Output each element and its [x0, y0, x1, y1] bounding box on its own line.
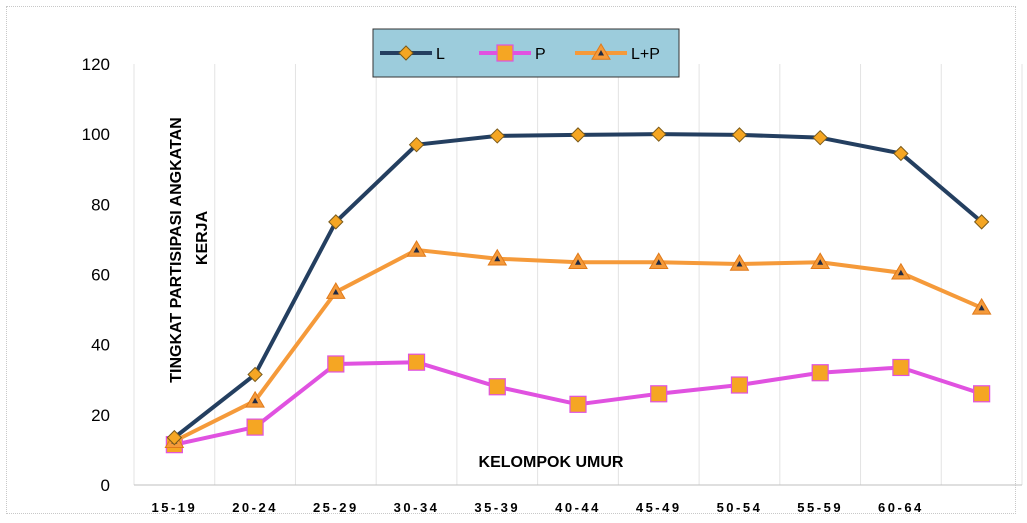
square-marker: [892, 358, 910, 377]
series-layer: [164, 126, 992, 454]
x-tick-label: 55-59: [797, 500, 843, 515]
grid-lines: [133, 64, 1023, 485]
x-tick-label: 25-29: [313, 500, 359, 515]
square-marker: [246, 418, 264, 436]
triangle-marker-core: [252, 397, 259, 404]
diamond-marker: [166, 429, 183, 446]
square-marker: [730, 376, 749, 394]
square-marker: [569, 395, 587, 413]
square-marker: [811, 364, 829, 382]
legend-item: P: [479, 44, 546, 63]
x-tick-label: 45-49: [636, 500, 682, 515]
y-tick-label: 120: [82, 55, 110, 74]
diamond-marker: [731, 127, 748, 143]
x-tick-label: 50-54: [717, 500, 763, 515]
x-tick-label: 40-44: [555, 500, 601, 515]
diamond-marker: [408, 136, 425, 153]
series-p: [165, 353, 991, 454]
series-l-plus-p: [164, 239, 992, 448]
triangle-marker-core: [332, 289, 339, 295]
y-tick-label: 100: [82, 125, 110, 144]
triangle-marker-core: [897, 269, 904, 276]
x-axis-ticks: 15-19 20-24 25-29 30-34 35-39 40-44 45-49 50-54…: [151, 500, 924, 515]
triangle-marker-core: [575, 259, 581, 265]
diamond-marker: [328, 214, 344, 230]
square-marker: [496, 44, 514, 62]
triangle-marker-core: [736, 260, 743, 267]
triangle-marker-core: [413, 246, 420, 253]
legend-item: L+P: [575, 43, 660, 63]
legend-item: L: [380, 45, 445, 63]
x-tick-label: 20-24: [232, 500, 278, 515]
series-l: [166, 126, 990, 446]
legend-label: L: [436, 46, 445, 63]
diamond-marker: [247, 366, 263, 383]
x-axis-title: KELOMPOK UMUR: [479, 454, 624, 471]
y-axis-title-line1: TINGKAT PARTISIPASI ANGKATAN: [168, 117, 185, 382]
square-marker: [327, 355, 345, 373]
triangle-marker-core: [494, 255, 501, 262]
y-tick-label: 20: [91, 406, 110, 425]
triangle-marker-core: [655, 259, 662, 265]
x-tick-label: 60-64: [878, 500, 924, 515]
y-axis-ticks: 0 20 40 60 80 100 120: [82, 55, 110, 495]
y-tick-label: 40: [91, 336, 110, 355]
diamond-marker: [489, 128, 505, 144]
triangle-marker-core: [598, 50, 604, 56]
diamond-marker: [812, 129, 828, 146]
triangle-marker-core: [817, 259, 824, 265]
diamond-marker: [570, 127, 586, 143]
x-tick-label: 35-39: [474, 500, 520, 515]
diamond-marker: [973, 214, 990, 230]
legend-label: P: [535, 46, 546, 63]
legend: L P L+P: [372, 28, 680, 78]
square-marker: [650, 385, 668, 403]
x-tick-label: 30-34: [394, 500, 440, 515]
square-marker: [973, 385, 991, 403]
y-axis-title-line2: KERJA: [194, 210, 211, 265]
triangle-marker-core: [978, 304, 985, 311]
x-tick-label: 15-19: [151, 500, 197, 515]
diamond-marker: [893, 145, 909, 162]
diamond-marker: [398, 45, 414, 61]
legend-label: L+P: [631, 46, 660, 63]
y-tick-label: 60: [91, 266, 110, 285]
square-marker: [488, 378, 506, 396]
diamond-marker: [651, 126, 667, 142]
y-tick-label: 80: [91, 195, 110, 214]
square-marker: [407, 353, 426, 371]
y-tick-label: 0: [101, 476, 110, 495]
chart-frame: [6, 6, 1016, 514]
